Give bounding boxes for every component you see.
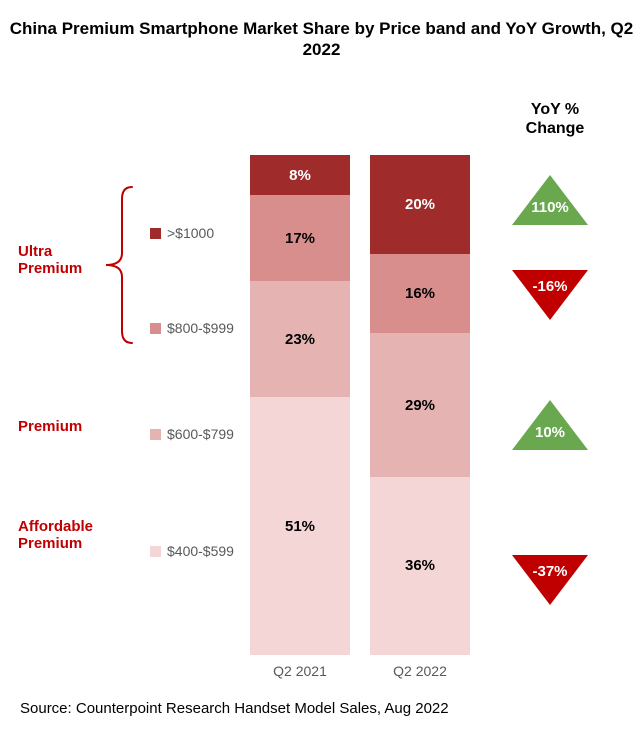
bar-segment: 23% [250,281,350,397]
category-label: AffordablePremium [18,518,93,553]
yoy-indicator: 10% [505,400,595,450]
legend-label: $400-$599 [167,543,234,559]
yoy-value: 10% [535,424,565,441]
bar-column: 8%17%23%51% [250,155,350,655]
ultra-premium-bracket [100,185,136,345]
category-label: UltraPremium [18,243,82,278]
bar-segment: 29% [370,333,470,477]
bar-column-label: Q2 2022 [370,663,470,679]
bar-column: 20%16%29%36% [370,155,470,655]
legend-label: >$1000 [167,225,214,241]
triangle-down-icon: -37% [512,555,588,605]
legend-item: >$1000 [150,225,214,241]
legend-swatch [150,546,161,557]
yoy-indicator: 110% [505,175,595,225]
yoy-change-header: YoY % Change [505,100,605,138]
legend-item: $600-$799 [150,426,234,442]
page: China Premium Smartphone Market Share by… [0,0,643,735]
triangle-up-icon: 110% [512,175,588,225]
legend-swatch [150,228,161,239]
bar-segment: 20% [370,155,470,254]
bar-segment: 51% [250,397,350,655]
source-caption: Source: Counterpoint Research Handset Mo… [20,700,449,717]
bar-column-label: Q2 2021 [250,663,350,679]
legend-item: $400-$599 [150,543,234,559]
yoy-value: 110% [531,199,569,216]
yoy-value: -16% [532,278,567,295]
bar-segment: 17% [250,195,350,281]
yoy-value: -37% [532,563,567,580]
yoy-indicator: -16% [505,270,595,320]
legend-swatch [150,429,161,440]
legend-label: $800-$999 [167,320,234,336]
legend-swatch [150,323,161,334]
triangle-up-icon: 10% [512,400,588,450]
chart-title: China Premium Smartphone Market Share by… [0,18,643,61]
bar-segment: 16% [370,254,470,333]
category-label: Premium [18,418,82,435]
legend-item: $800-$999 [150,320,234,336]
yoy-indicator: -37% [505,555,595,605]
bar-segment: 8% [250,155,350,195]
legend-label: $600-$799 [167,426,234,442]
bar-segment: 36% [370,477,470,655]
triangle-down-icon: -16% [512,270,588,320]
